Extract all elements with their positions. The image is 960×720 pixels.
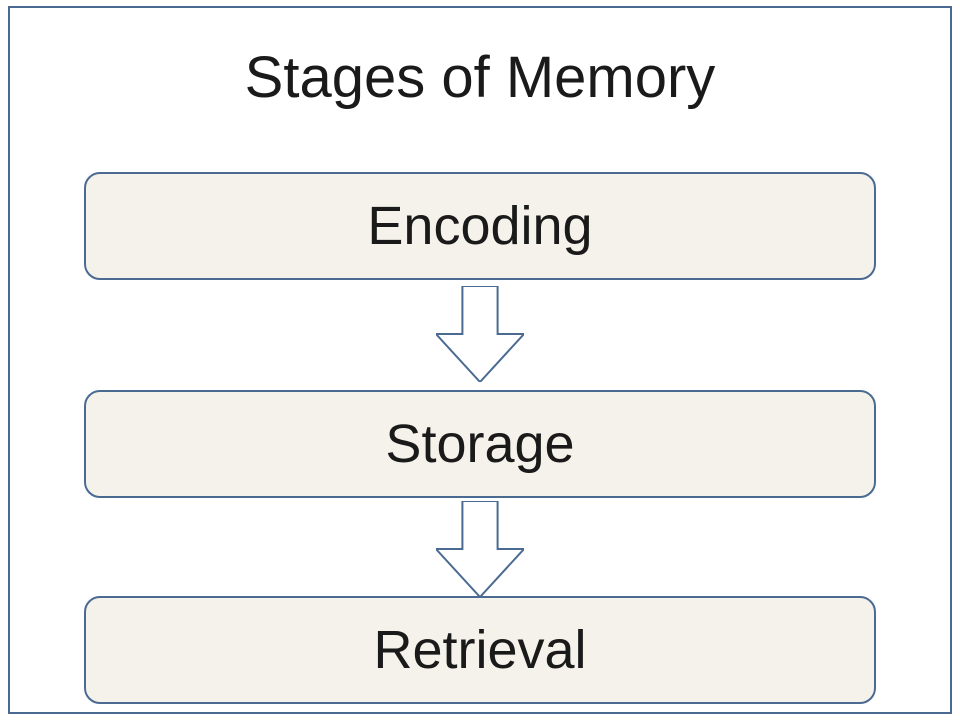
stage-label: Encoding [367,195,592,257]
stage-label: Retrieval [373,619,586,681]
diagram-title: Stages of Memory [0,44,960,111]
down-arrow-icon [436,286,524,382]
down-arrow-icon [436,501,524,597]
stage-box-retrieval: Retrieval [84,596,876,704]
stage-label: Storage [385,413,574,475]
stage-box-storage: Storage [84,390,876,498]
stage-box-encoding: Encoding [84,172,876,280]
